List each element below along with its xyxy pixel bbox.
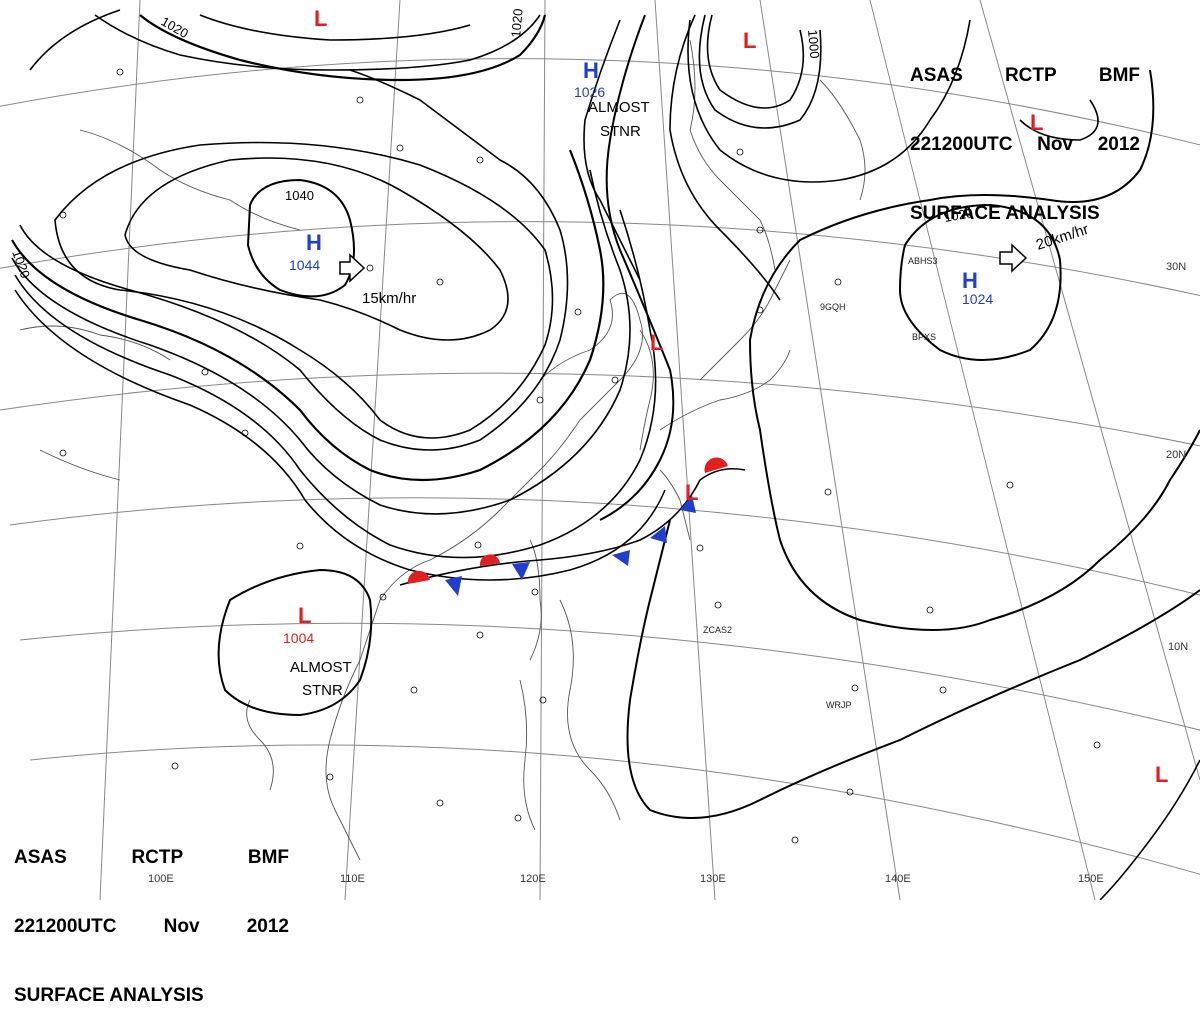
status-label: STNR <box>600 123 641 140</box>
analysis-header-top: ASAS RCTP BMF 221200UTC Nov 2012 SURFACE… <box>910 18 1140 248</box>
header-title: SURFACE ANALYSIS <box>910 202 1140 225</box>
header-code: BMF <box>1099 64 1140 87</box>
high-center-value: 1044 <box>289 257 320 273</box>
header-year: 2012 <box>1098 133 1140 156</box>
high-center-symbol: H <box>306 230 322 255</box>
low-center-symbol: L <box>314 6 327 31</box>
status-label: ALMOST <box>290 659 352 676</box>
longitude-label: 120E <box>520 873 546 885</box>
header-station: RCTP <box>131 846 183 869</box>
latitude-label: 10N <box>1168 641 1188 653</box>
header-year: 2012 <box>247 915 289 938</box>
station-code: WRJP <box>826 700 852 710</box>
status-label: STNR <box>302 682 343 699</box>
header-agency: ASAS <box>910 64 963 87</box>
header-month: Nov <box>1037 133 1073 156</box>
isobar-value: 1020 <box>508 8 525 38</box>
low-center-symbol: L <box>685 480 698 505</box>
analysis-header-bottom: ASAS RCTP BMF 221200UTC Nov 2012 SURFACE… <box>14 800 289 1030</box>
low-center-symbol: L <box>1155 762 1168 787</box>
station-code: 9GQH <box>820 302 846 312</box>
station-code: ABHS3 <box>908 256 938 266</box>
longitude-label: 140E <box>885 873 911 885</box>
low-center-value: 1004 <box>283 630 314 646</box>
status-label: ALMOST <box>588 99 650 116</box>
header-time: 221200UTC <box>14 915 116 938</box>
high-center-symbol: H <box>962 268 978 293</box>
header-agency: ASAS <box>14 846 67 869</box>
low-center-symbol: L <box>650 330 663 355</box>
high-center-symbol: H <box>583 58 599 83</box>
isobar-value: 1000 <box>805 29 822 59</box>
motion-speed-label: 15km/hr <box>362 290 416 307</box>
low-center-symbol: L <box>743 28 756 53</box>
header-month: Nov <box>164 915 200 938</box>
header-station: RCTP <box>1005 64 1057 87</box>
station-code: BPXS <box>912 332 936 342</box>
header-code: BMF <box>248 846 289 869</box>
longitude-label: 150E <box>1078 873 1104 885</box>
longitude-label: 130E <box>700 873 726 885</box>
header-title: SURFACE ANALYSIS <box>14 984 289 1007</box>
high-center-value: 1026 <box>574 84 605 100</box>
low-center-symbol: L <box>298 603 311 628</box>
latitude-label: 30N <box>1166 261 1186 273</box>
longitude-label: 110E <box>340 873 365 885</box>
header-time: 221200UTC <box>910 133 1012 156</box>
station-code: ZCAS2 <box>703 625 732 635</box>
latitude-label: 20N <box>1166 449 1186 461</box>
high-center-value: 1024 <box>962 291 993 307</box>
isobar-value: 1040 <box>285 188 314 203</box>
